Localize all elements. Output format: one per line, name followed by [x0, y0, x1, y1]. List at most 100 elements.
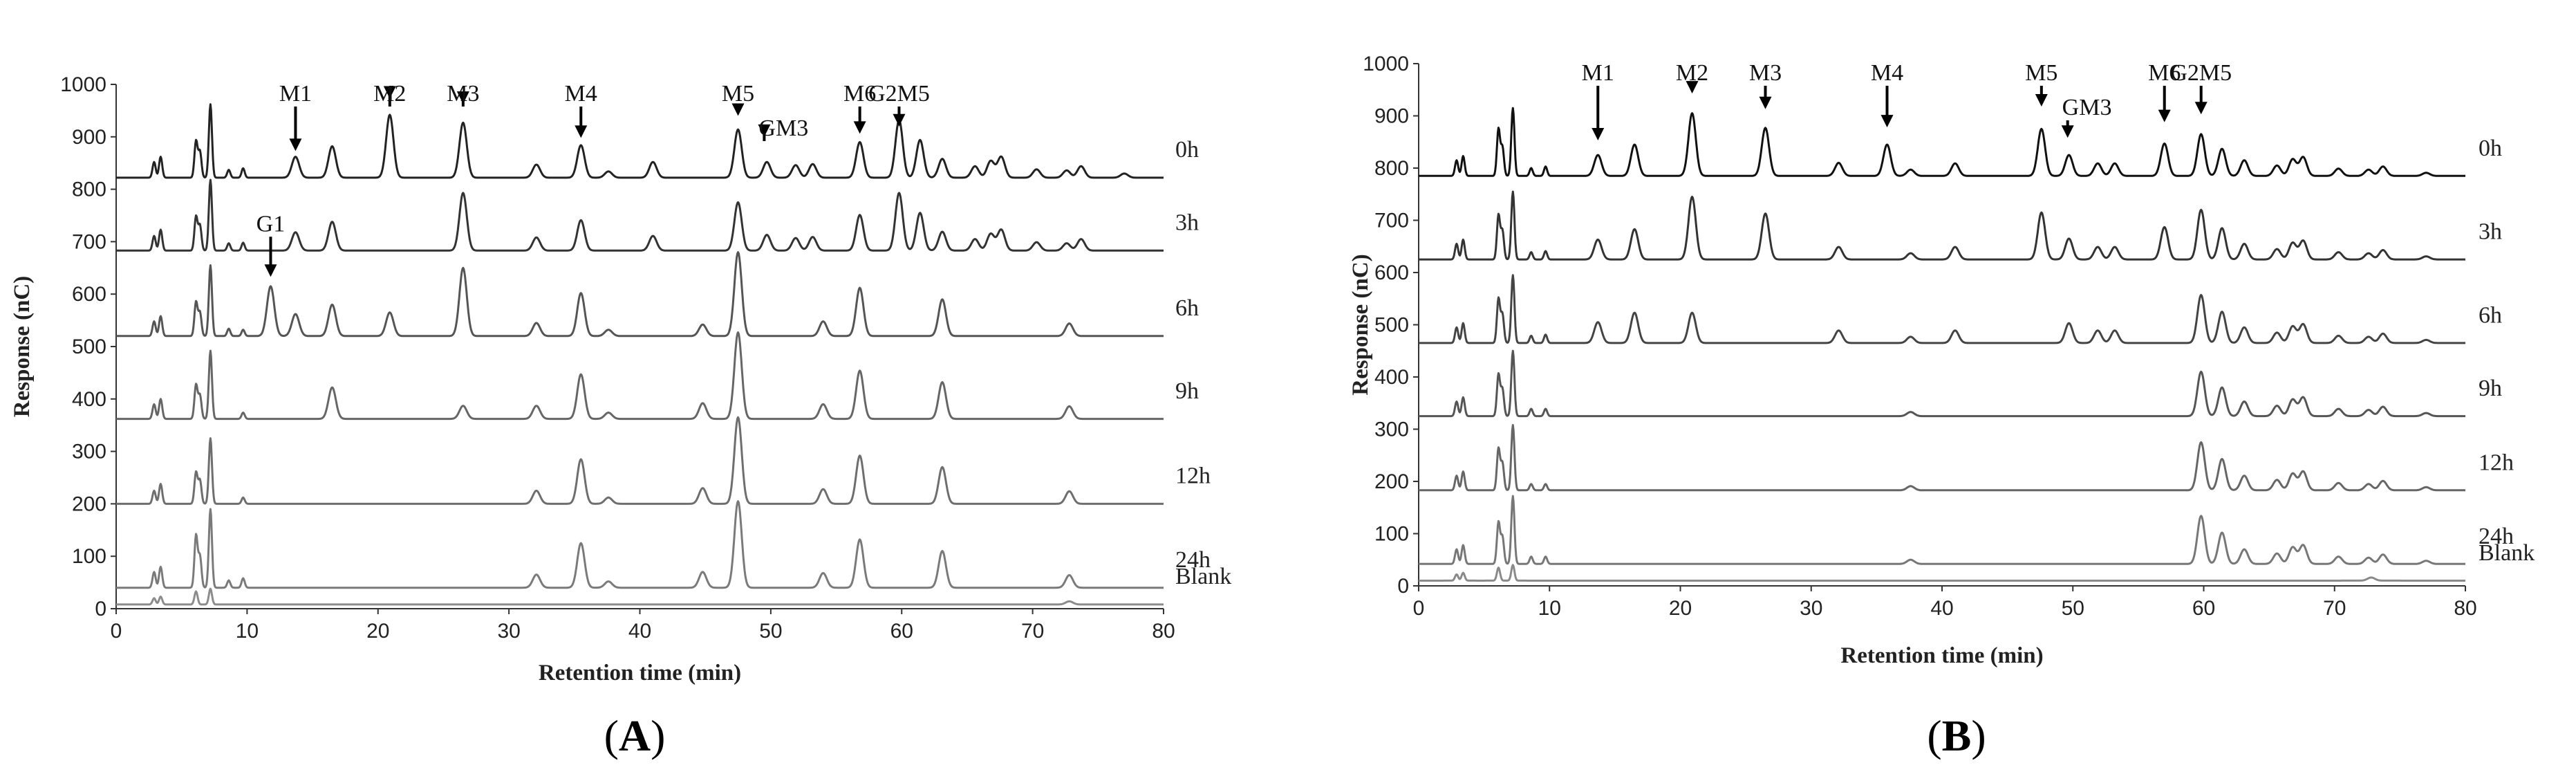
trace-3h — [1418, 190, 2466, 261]
x-axis-title: Retention time (min) — [1840, 643, 2043, 668]
arrow-head — [264, 264, 277, 277]
peak-annotation-m3: M3 — [1749, 60, 1782, 109]
peak-label: M6 — [2148, 60, 2181, 86]
trace-label-blank: Blank — [2479, 540, 2535, 566]
peak-annotation-gm3: GM3 — [758, 116, 808, 141]
peak-label: M4 — [565, 81, 597, 107]
arrow-head — [853, 121, 866, 134]
trace-6h — [115, 251, 1164, 338]
peak-annotation-m3: M3 — [447, 81, 479, 107]
trace-9h — [115, 331, 1164, 421]
trace-24h — [115, 500, 1164, 589]
trace-label-12h: 12h — [1175, 463, 1211, 489]
peak-annotation-m2: M2 — [1676, 60, 1708, 94]
y-tick-label: 400 — [72, 388, 106, 411]
x-tick-label: 70 — [2323, 597, 2346, 620]
peak-label: G2M5 — [2170, 60, 2232, 86]
x-tick-label: 20 — [1669, 597, 1692, 620]
arrow-head — [731, 103, 745, 116]
y-tick-label: 0 — [1397, 575, 1409, 598]
y-tick-label: 200 — [1374, 470, 1409, 493]
trace-label-12h: 12h — [2479, 450, 2514, 475]
panel-label: (A) — [604, 711, 666, 760]
y-tick-label: 1000 — [60, 73, 106, 96]
trace-label-0h: 0h — [1175, 137, 1199, 163]
arrow-head — [1592, 128, 1605, 141]
peak-annotation-m6: M6 — [843, 81, 876, 134]
x-tick-label: 0 — [1413, 597, 1425, 620]
peak-label: M2 — [1676, 60, 1708, 86]
arrow-head — [893, 113, 906, 127]
peak-annotation-g1: G1 — [256, 211, 285, 277]
y-tick-label: 200 — [72, 492, 106, 515]
trace-0h — [115, 103, 1164, 179]
arrow-head — [456, 91, 469, 104]
x-axis-title: Retention time (min) — [539, 661, 741, 685]
trace-6h — [1418, 274, 2466, 344]
trace-label-24h: 24h — [1175, 547, 1211, 573]
y-axis-title: Response (nC) — [1348, 254, 1373, 395]
y-tick-label: 800 — [72, 178, 106, 201]
arrow-head — [383, 86, 396, 99]
trace-label-3h: 3h — [2479, 219, 2502, 245]
trace-label-6h: 6h — [1175, 295, 1199, 321]
peak-annotation-m5: M5 — [722, 81, 754, 116]
y-tick-label: 500 — [1374, 314, 1409, 337]
y-tick-label: 600 — [72, 283, 106, 306]
trace-3h — [115, 178, 1164, 252]
y-tick-label: 0 — [95, 598, 106, 620]
arrow-head — [2035, 93, 2048, 107]
peak-label: GM3 — [2062, 95, 2112, 120]
x-tick-label: 50 — [2062, 597, 2084, 620]
y-tick-label: 300 — [1374, 418, 1409, 441]
trace-label-9h: 9h — [1175, 378, 1199, 404]
trace-label-6h: 6h — [2479, 302, 2502, 328]
trace-12h — [115, 416, 1164, 505]
arrow-head — [289, 138, 302, 151]
trace-24h — [1418, 495, 2466, 565]
x-tick-label: 40 — [628, 620, 651, 643]
trace-label-0h: 0h — [2479, 136, 2502, 161]
x-tick-label: 50 — [759, 620, 782, 643]
peak-label: M3 — [447, 81, 479, 107]
x-tick-label: 20 — [366, 620, 389, 643]
y-axis-title: Response (nC) — [10, 276, 35, 417]
x-tick-label: 10 — [1538, 597, 1561, 620]
x-tick-label: 80 — [2454, 597, 2476, 620]
x-tick-label: 0 — [111, 620, 122, 643]
x-tick-label: 40 — [1930, 597, 1953, 620]
y-tick-label: 700 — [1374, 210, 1409, 232]
peak-label: G2M5 — [868, 81, 930, 107]
arrow-head — [575, 125, 588, 138]
trace-12h — [1418, 424, 2466, 492]
peak-annotation-g2m5: G2M5 — [868, 81, 930, 127]
trace-label-24h: 24h — [2479, 524, 2514, 549]
y-tick-label: 300 — [72, 441, 106, 463]
trace-9h — [1418, 349, 2466, 418]
x-tick-label: 30 — [497, 620, 520, 643]
arrow-head — [758, 124, 771, 137]
x-tick-label: 30 — [1800, 597, 1822, 620]
trace-blank — [115, 587, 1164, 606]
peak-label: GM3 — [758, 116, 808, 141]
x-tick-label: 60 — [890, 620, 913, 643]
peak-annotation-m4: M4 — [565, 81, 597, 138]
chart-panel-b: 0 10 20 30 40 50 60 70 8001002003004005006007008… — [1348, 53, 2535, 760]
peak-annotation-m4: M4 — [1871, 60, 1903, 128]
y-tick-label: 800 — [1374, 157, 1409, 180]
peak-annotation-m2: M2 — [373, 81, 406, 107]
arrow-head — [1759, 96, 1772, 109]
peak-annotation-m5: M5 — [2025, 60, 2057, 107]
x-tick-label: 60 — [2192, 597, 2215, 620]
y-tick-label: 900 — [1374, 105, 1409, 128]
trace-label-3h: 3h — [1175, 210, 1199, 236]
peak-annotation-g2m5: G2M5 — [2170, 60, 2232, 115]
arrow-head — [1686, 81, 1699, 94]
arrow-head — [2194, 102, 2208, 115]
peak-label: M6 — [843, 81, 876, 107]
arrow-head — [1880, 115, 1894, 128]
arrow-head — [2158, 109, 2171, 122]
peak-label: M1 — [1582, 60, 1614, 86]
peak-annotation-m6: M6 — [2148, 60, 2181, 122]
x-tick-label: 10 — [236, 620, 259, 643]
